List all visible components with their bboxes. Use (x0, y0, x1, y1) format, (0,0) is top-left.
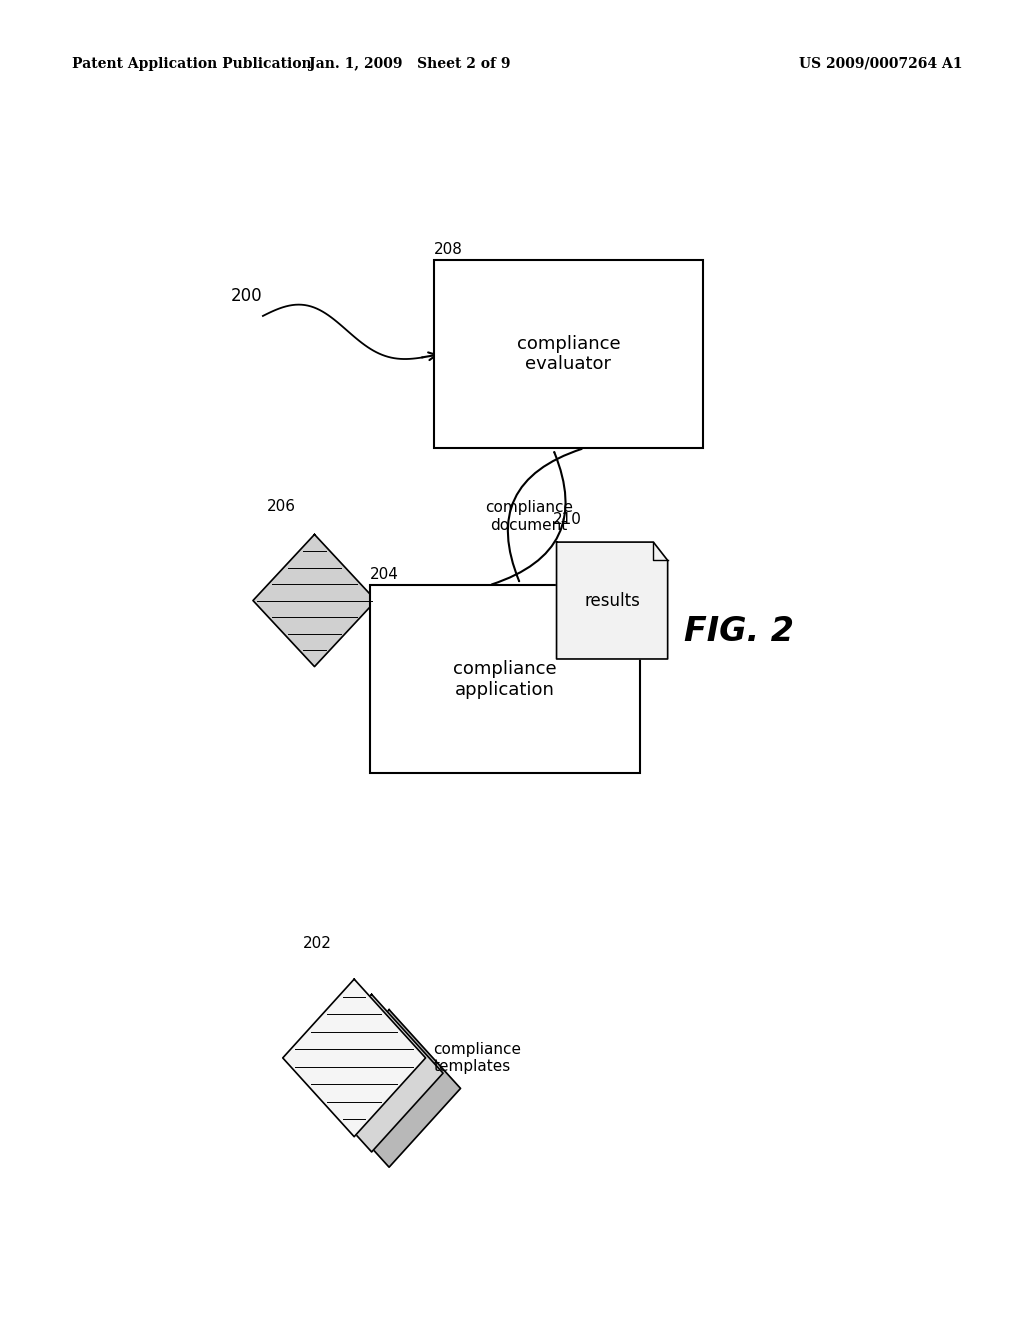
FancyArrowPatch shape (508, 449, 582, 581)
Text: compliance
evaluator: compliance evaluator (517, 335, 621, 374)
Text: 204: 204 (370, 568, 399, 582)
Text: 206: 206 (267, 499, 296, 515)
Text: 210: 210 (553, 512, 582, 528)
Text: 202: 202 (303, 936, 332, 952)
Bar (370, 585, 640, 774)
Text: 208: 208 (433, 242, 463, 257)
Text: FIG. 2: FIG. 2 (684, 615, 794, 648)
Polygon shape (300, 994, 443, 1152)
Text: compliance
document: compliance document (484, 500, 572, 533)
Bar (433, 260, 703, 447)
FancyArrowPatch shape (492, 453, 565, 585)
Text: compliance
application: compliance application (454, 660, 557, 698)
Polygon shape (557, 543, 668, 659)
Text: Jan. 1, 2009   Sheet 2 of 9: Jan. 1, 2009 Sheet 2 of 9 (309, 57, 510, 71)
Text: US 2009/0007264 A1: US 2009/0007264 A1 (799, 57, 963, 71)
Polygon shape (283, 979, 426, 1137)
Polygon shape (317, 1010, 461, 1167)
Text: Patent Application Publication: Patent Application Publication (72, 57, 311, 71)
Polygon shape (253, 535, 376, 667)
Text: 200: 200 (231, 286, 263, 305)
Text: compliance
templates: compliance templates (433, 1041, 521, 1074)
Text: results: results (584, 591, 640, 610)
